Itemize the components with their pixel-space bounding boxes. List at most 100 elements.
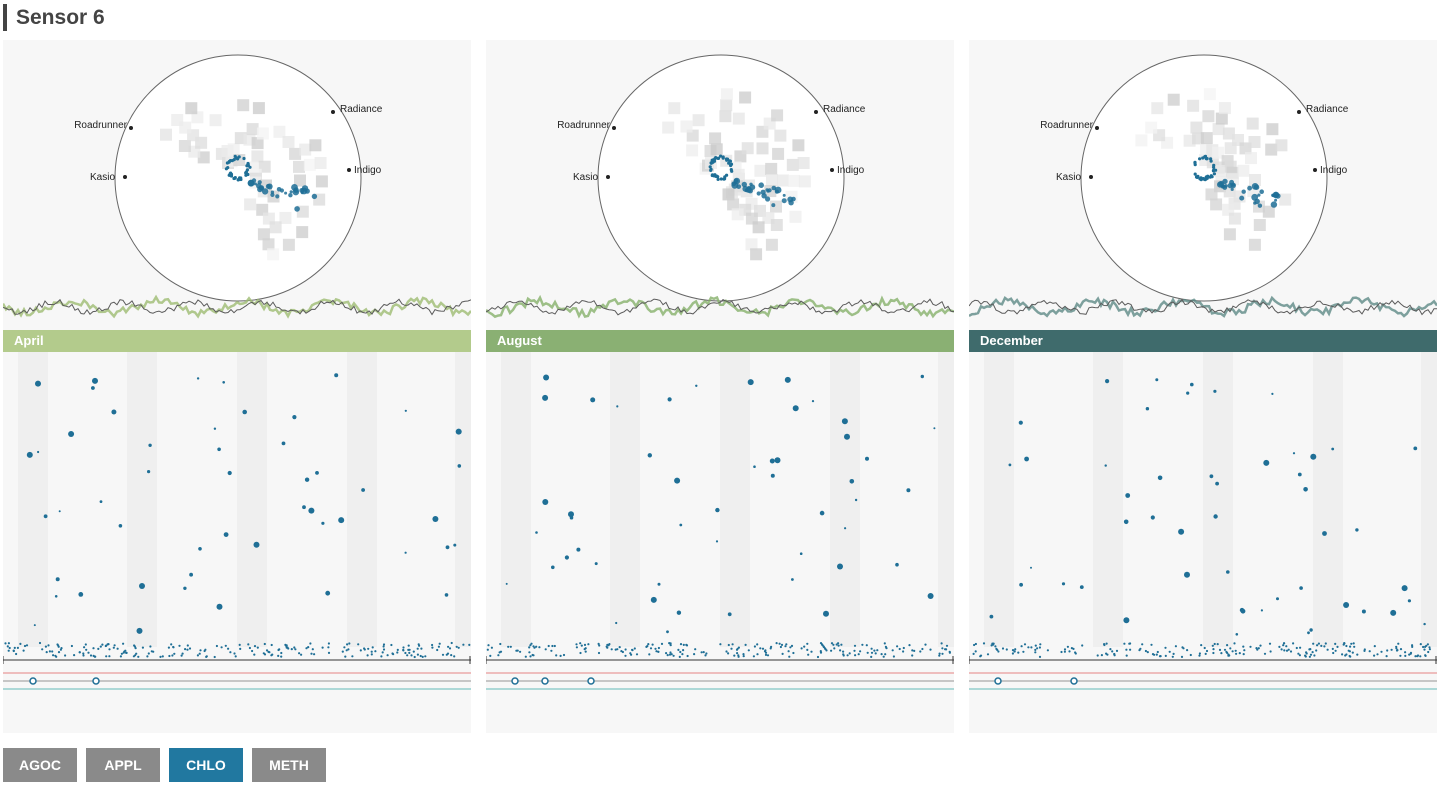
- reading-dot: [1351, 651, 1354, 654]
- reading-dot: [6, 645, 9, 648]
- reading-dot: [366, 654, 369, 657]
- reading-dot: [347, 648, 350, 651]
- reading-dot: [1285, 649, 1289, 652]
- reading-dot: [679, 643, 683, 646]
- event-marker[interactable]: [994, 677, 1002, 685]
- reading-dot: [551, 565, 555, 570]
- polar-dot: [1275, 193, 1281, 199]
- reading-dot: [132, 655, 135, 658]
- reading-dot: [1260, 609, 1263, 612]
- reading-dot: [700, 651, 703, 654]
- reading-dot: [1226, 644, 1229, 647]
- reading-dot: [238, 643, 241, 647]
- polar-dot: [1230, 187, 1234, 191]
- marker-roadrunner: [612, 126, 616, 130]
- reading-dot: [112, 646, 115, 649]
- reading-dot: [876, 649, 879, 652]
- reading-dot: [982, 642, 986, 645]
- polar-bin: [754, 164, 767, 177]
- reading-dot: [1395, 647, 1398, 650]
- reading-dot: [1079, 585, 1084, 589]
- reading-dot: [785, 643, 788, 646]
- reading-dot: [857, 653, 860, 656]
- polar-plot: Roadrunner Radiance Kasio Indigo: [557, 54, 866, 302]
- event-marker[interactable]: [541, 677, 549, 685]
- reading-dot: [253, 653, 256, 656]
- reading-dot: [396, 648, 399, 652]
- polar-bin: [1151, 102, 1164, 115]
- reading-dot: [616, 405, 619, 408]
- polar-bin: [1187, 99, 1200, 112]
- reading-dot: [334, 373, 339, 378]
- reading-dot: [310, 652, 313, 655]
- reading-dot: [742, 653, 745, 656]
- sensor-panel-april: Roadrunner Radiance Kasio Indigo April: [3, 40, 471, 733]
- reading-dot: [213, 427, 217, 430]
- reading-dot: [70, 644, 73, 648]
- chemical-button-agoc[interactable]: AGOC: [3, 748, 77, 782]
- polar-dot: [304, 188, 310, 194]
- reading-dot: [1308, 655, 1311, 658]
- event-marker[interactable]: [1070, 677, 1078, 685]
- reading-dot: [621, 650, 624, 654]
- polar-dot: [1199, 178, 1203, 182]
- reading-dot: [55, 577, 60, 582]
- reading-dot: [1404, 651, 1407, 654]
- reading-dot: [87, 651, 90, 654]
- chemical-button-meth[interactable]: METH: [252, 748, 326, 782]
- reading-dot: [277, 648, 280, 652]
- reading-dot: [1285, 645, 1288, 648]
- reading-dot: [1038, 646, 1041, 649]
- reading-dot: [346, 643, 349, 646]
- reading-dot: [186, 644, 189, 647]
- reading-dot: [431, 646, 434, 649]
- reading-dot: [535, 645, 538, 648]
- marker-indigo: [830, 168, 834, 172]
- reading-dot: [614, 648, 617, 651]
- reading-dot: [386, 654, 389, 657]
- reading-dot: [597, 642, 600, 646]
- reading-dot: [1218, 648, 1222, 652]
- reading-dot: [1030, 566, 1032, 569]
- time-band: [127, 352, 157, 647]
- polar-dot: [723, 177, 727, 181]
- reading-dot: [1399, 648, 1403, 651]
- reading-dot: [1184, 571, 1190, 578]
- reading-dot: [445, 545, 450, 550]
- polar-bin: [294, 174, 306, 187]
- polar-bin: [1205, 188, 1218, 201]
- polar-bin: [719, 110, 732, 123]
- event-marker[interactable]: [587, 677, 595, 685]
- marker-roadrunner: [129, 126, 133, 130]
- reading-dot: [1353, 645, 1356, 648]
- reading-dot: [1401, 585, 1408, 592]
- reading-dot: [606, 643, 609, 646]
- reading-dot: [189, 572, 194, 577]
- reading-dot: [865, 456, 869, 461]
- reading-dot: [1345, 644, 1348, 648]
- reading-dot: [188, 647, 192, 650]
- panel-canvas: Roadrunner Radiance Kasio Indigo: [3, 54, 471, 690]
- polar-dot: [1212, 165, 1216, 169]
- reading-dot: [979, 655, 982, 658]
- reading-dot: [382, 648, 386, 651]
- event-marker[interactable]: [511, 677, 519, 685]
- reading-dot: [1017, 651, 1020, 654]
- reading-dot: [436, 648, 439, 652]
- reading-dot: [1411, 644, 1414, 647]
- polar-bin: [770, 200, 782, 213]
- reading-dot: [819, 650, 822, 653]
- reading-dot: [704, 654, 707, 657]
- polar-bin: [680, 120, 693, 133]
- reading-dot: [533, 646, 536, 649]
- event-marker[interactable]: [29, 677, 37, 685]
- polar-plot: Roadrunner Radiance Kasio Indigo: [74, 54, 383, 302]
- chemical-button-chlo[interactable]: CHLO: [169, 748, 243, 782]
- reading-dot: [790, 644, 794, 648]
- event-marker[interactable]: [92, 677, 100, 685]
- reading-dot: [1263, 459, 1270, 466]
- chemical-button-appl[interactable]: APPL: [86, 748, 160, 782]
- polar-bin: [668, 102, 681, 115]
- reading-dot: [1271, 392, 1274, 395]
- reading-dot: [657, 646, 660, 650]
